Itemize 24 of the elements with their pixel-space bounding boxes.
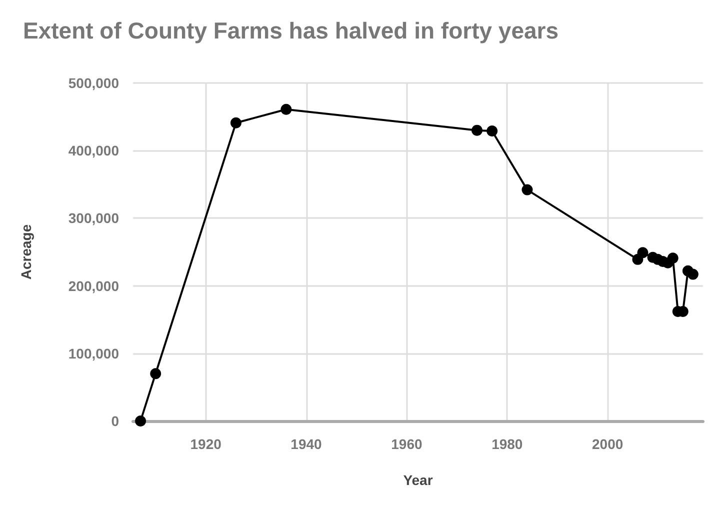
point <box>637 247 648 258</box>
point <box>667 252 678 264</box>
y-tick-label: 400,000 <box>68 142 120 159</box>
y-tick-label: 200,000 <box>68 278 120 294</box>
x-tick-label: 2000 <box>592 436 624 452</box>
chart-title: Extent of County Farms has halved in forty years <box>23 18 559 44</box>
x-axis-title: Year <box>403 472 434 488</box>
x-tick-label: 1980 <box>492 436 523 452</box>
y-axis-title: Acreage <box>18 224 34 280</box>
point <box>135 416 146 426</box>
point <box>150 368 162 380</box>
point <box>687 268 698 280</box>
y-tick-label: 500,000 <box>68 75 120 91</box>
x-tick-label: 1940 <box>290 436 322 452</box>
point <box>280 104 292 115</box>
x-tick-label: 1920 <box>190 436 222 452</box>
y-tick-label: 300,000 <box>68 210 120 226</box>
point <box>230 117 242 128</box>
y-tick-label: 0 <box>111 413 120 429</box>
x-tick-label: 1960 <box>391 436 422 452</box>
y-tick-label: 100,000 <box>68 345 120 362</box>
point <box>472 124 483 136</box>
point <box>486 126 498 136</box>
point <box>522 184 533 196</box>
